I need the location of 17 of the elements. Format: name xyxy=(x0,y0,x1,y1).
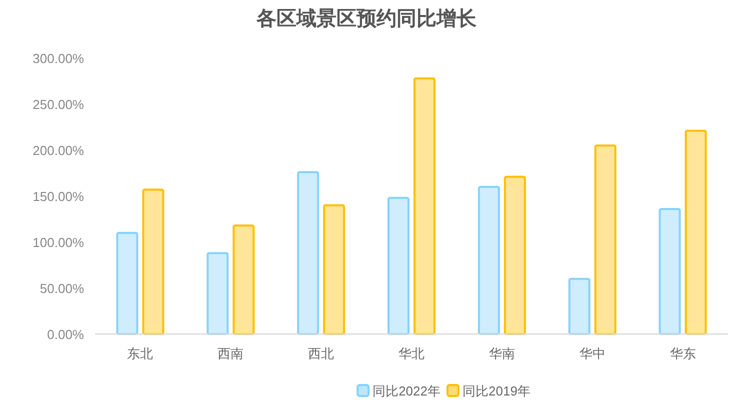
y-tick: 150.00% xyxy=(32,189,84,204)
x-tick: 华北 xyxy=(398,346,424,361)
y-tick: 0.00% xyxy=(47,327,84,342)
y-tick: 50.00% xyxy=(40,281,84,296)
x-tick: 华中 xyxy=(579,346,606,361)
title: 各区域景区预约同比增长 xyxy=(256,8,476,30)
y-tick: 250.00% xyxy=(32,97,84,112)
y-tick: 200.00% xyxy=(32,143,84,158)
x-tick: 华东 xyxy=(670,346,696,361)
legend-label: 同比2019年 xyxy=(462,384,530,398)
x-tick: 西北 xyxy=(308,346,334,361)
x-tick: 东北 xyxy=(127,346,154,361)
y-tick: 100.00% xyxy=(32,235,84,250)
legend-label: 同比2022年 xyxy=(372,384,440,398)
x-tick: 西南 xyxy=(218,346,244,361)
x-tick: 华南 xyxy=(488,346,515,361)
y-tick: 300.00% xyxy=(32,51,84,66)
